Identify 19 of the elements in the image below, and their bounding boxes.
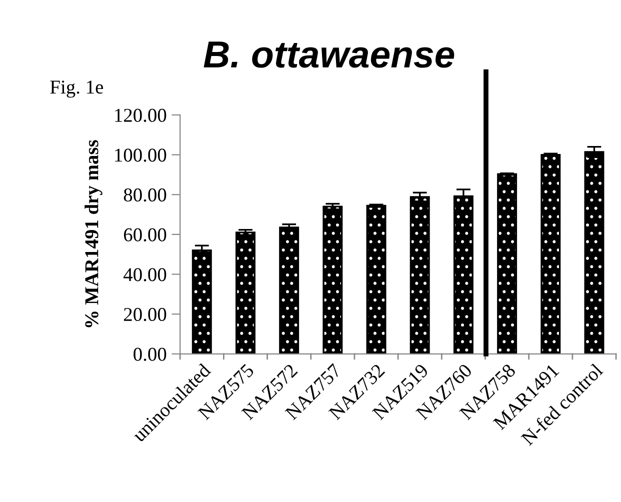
bar: [322, 206, 343, 354]
y-tick-label: 100.00: [115, 148, 166, 162]
y-tick-label: 120.00: [115, 108, 166, 122]
chart-title: B. ottawaense: [204, 42, 454, 68]
bar: [192, 250, 212, 354]
bar: [235, 232, 256, 354]
bar: [497, 173, 518, 354]
y-tick-label: 0.00: [134, 348, 166, 361]
bar: [410, 196, 430, 354]
bar: [279, 226, 300, 354]
bar: [540, 154, 561, 354]
y-tick-label: 80.00: [124, 188, 166, 202]
caption: Fig. 1e: [50, 80, 104, 98]
bar: [366, 204, 386, 354]
y-axis-title: % MAR1491 dry mass: [84, 140, 102, 328]
y-tick-label: 20.00: [124, 308, 166, 322]
bar: [584, 151, 604, 354]
y-tick-label: 60.00: [124, 228, 166, 242]
y-tick-label: 40.00: [124, 268, 166, 282]
